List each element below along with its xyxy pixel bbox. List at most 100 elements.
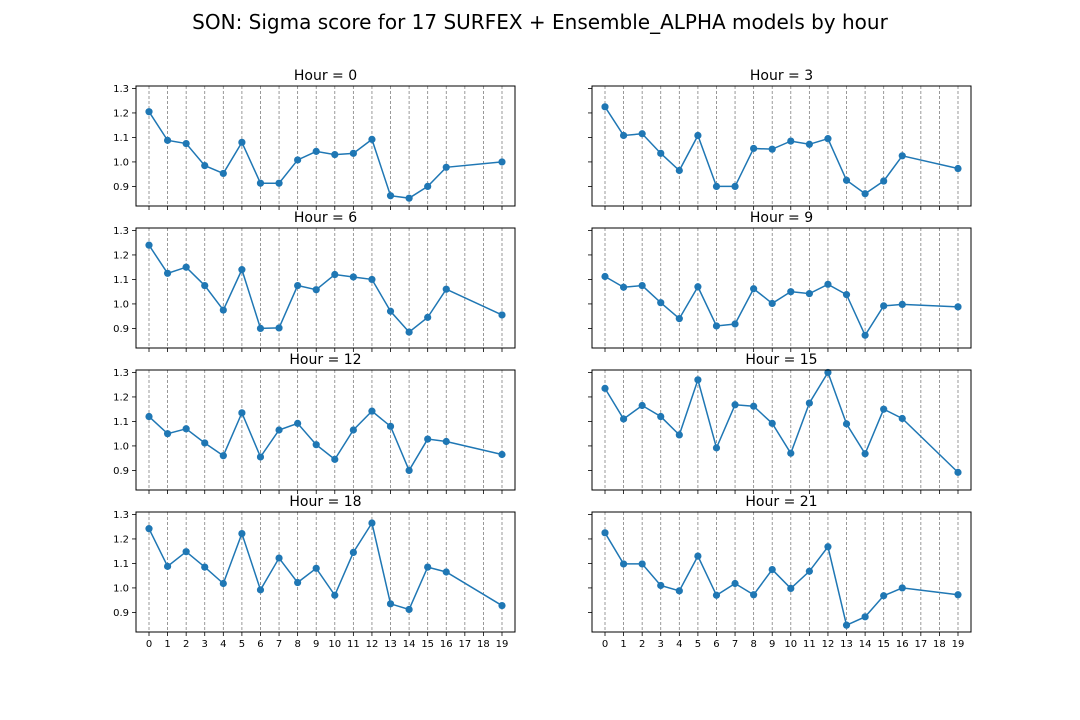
data-point	[824, 135, 832, 143]
x-tick-label: 8	[750, 639, 756, 650]
x-tick-label: 2	[183, 639, 189, 650]
data-point	[954, 591, 962, 599]
data-point	[861, 450, 869, 458]
data-point	[619, 560, 628, 568]
y-tick-label: 1.1	[113, 275, 129, 286]
data-point	[219, 306, 227, 314]
y-tick-label: 0.9	[113, 466, 129, 477]
data-point	[442, 163, 450, 171]
data-point	[787, 288, 795, 296]
x-tick-label: 9	[313, 639, 319, 650]
y-tick-label: 1.1	[113, 133, 129, 144]
data-point	[842, 420, 851, 428]
subplot-title: Hour = 18	[289, 494, 361, 510]
data-point	[312, 286, 320, 294]
series-line	[604, 370, 959, 473]
y-tick-label: 1.3	[113, 368, 129, 379]
data-point	[898, 152, 906, 160]
data-point	[638, 281, 646, 290]
data-point	[386, 307, 395, 315]
series-line	[148, 521, 503, 611]
data-point	[405, 605, 413, 614]
data-point	[880, 177, 888, 185]
data-point	[256, 324, 265, 333]
data-point	[675, 587, 683, 595]
data-point	[898, 584, 906, 592]
data-point	[238, 529, 246, 538]
data-point	[861, 190, 869, 198]
data-point	[787, 137, 795, 145]
x-tick-label: 7	[276, 639, 282, 650]
data-point	[349, 426, 357, 434]
data-point	[824, 368, 832, 377]
data-point	[861, 331, 869, 339]
data-point	[954, 468, 962, 476]
x-tick-label: 19	[496, 639, 509, 650]
data-point	[601, 103, 609, 111]
x-tick-label: 13	[384, 639, 397, 650]
data-point	[312, 564, 320, 572]
y-tick-label: 1.0	[113, 441, 129, 452]
data-point	[256, 179, 265, 187]
data-point	[368, 135, 376, 143]
x-tick-label: 9	[769, 639, 775, 650]
data-point	[675, 166, 683, 175]
x-tick-label: 11	[347, 639, 360, 650]
axes-frame	[135, 85, 516, 207]
y-tick-label: 1.2	[113, 250, 129, 261]
data-point	[638, 401, 646, 410]
y-tick-label: 0.9	[113, 608, 129, 619]
data-point	[442, 568, 450, 576]
figure-title: SON: Sigma score for 17 SURFEX + Ensembl…	[192, 10, 888, 34]
data-point	[294, 578, 302, 587]
series-line	[604, 275, 959, 337]
axes-frame	[591, 369, 972, 491]
axes-frame	[591, 227, 972, 349]
data-point	[219, 452, 227, 460]
data-point	[731, 320, 739, 328]
data-point	[657, 581, 665, 590]
subplot-hour-6: Hour = 6 0.9 1.0 1.1 1.2 1.3	[113, 210, 516, 352]
data-point	[405, 328, 413, 336]
data-point	[657, 299, 665, 307]
data-point	[256, 586, 265, 594]
data-point	[294, 156, 302, 164]
x-tick-label: 5	[239, 639, 245, 650]
data-point	[275, 324, 283, 332]
series-line	[604, 532, 959, 627]
data-point	[331, 455, 339, 463]
subplot-hour-9: Hour = 9	[588, 210, 972, 352]
x-tick-label: 15	[421, 639, 434, 650]
x-tick-label: 14	[403, 639, 416, 650]
x-tick-label: 15	[877, 639, 890, 650]
data-point	[880, 302, 888, 310]
data-point	[750, 144, 758, 153]
data-point	[731, 401, 739, 409]
x-tick-label: 13	[840, 639, 853, 650]
data-point	[163, 430, 172, 438]
subplot-title: Hour = 15	[745, 352, 817, 368]
data-point	[601, 384, 609, 392]
data-point	[694, 376, 702, 384]
x-tick-label: 10	[784, 639, 797, 650]
axes-frame	[135, 227, 516, 349]
series-line	[148, 244, 503, 334]
data-point	[219, 169, 227, 178]
data-point	[331, 591, 339, 599]
data-point	[712, 591, 721, 599]
data-point	[386, 600, 395, 608]
data-point	[145, 108, 153, 116]
data-point	[619, 283, 628, 291]
data-point	[238, 409, 246, 417]
subplot-title: Hour = 12	[289, 352, 361, 368]
y-tick-label: 1.2	[113, 108, 129, 119]
x-tick-label: 16	[440, 639, 453, 650]
data-point	[442, 437, 450, 446]
x-tick-label: 5	[695, 639, 701, 650]
y-tick-label: 1.3	[113, 510, 129, 521]
y-tick-label: 1.2	[113, 534, 129, 545]
y-tick-label: 0.9	[113, 182, 129, 193]
x-tick-label: 14	[859, 639, 872, 650]
x-tick-label: 0	[146, 639, 152, 650]
